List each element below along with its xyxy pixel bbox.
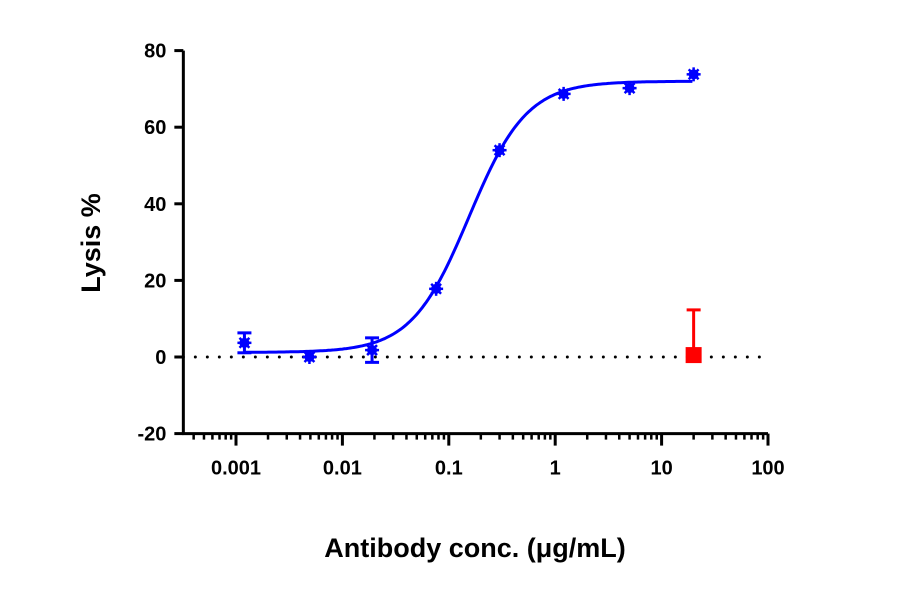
data-point	[686, 67, 701, 82]
axes: -20 0 20 40 60 80 0.001 0.01 0.1 1 10 100	[137, 41, 784, 480]
y-axis-label: Lysis %	[76, 193, 106, 293]
data-point	[556, 86, 571, 101]
y-tick-label: -20	[137, 424, 166, 446]
data-points	[237, 67, 702, 364]
y-tick-label: 80	[144, 41, 166, 63]
data-point	[365, 336, 380, 364]
y-tick-label: 20	[144, 270, 166, 292]
star-spoke	[238, 336, 251, 349]
x-axis-label: Antibody conc. (μg/mL)	[324, 533, 626, 563]
x-tick-label: 100	[751, 458, 784, 480]
y-tick-label: 0	[155, 347, 166, 369]
square-marker	[685, 347, 702, 364]
x-tick-label: 0.001	[211, 458, 261, 480]
x-tick-label: 1	[550, 458, 561, 480]
fit-line	[244, 79, 693, 354]
data-point	[429, 281, 444, 296]
data-point	[302, 350, 317, 364]
data-point	[237, 331, 252, 355]
star-spoke	[557, 88, 570, 100]
star-spoke	[493, 144, 506, 157]
y-tick-label: 40	[144, 194, 166, 216]
data-point	[492, 143, 507, 158]
data-point	[685, 308, 702, 364]
x-tick-label: 0.01	[323, 458, 362, 480]
star-spoke	[303, 351, 316, 363]
star-spoke	[687, 68, 700, 81]
star-spoke	[430, 282, 442, 295]
star-spoke	[623, 82, 636, 94]
y-tick-label: 60	[144, 117, 166, 139]
data-point	[622, 81, 637, 96]
x-tick-label: 0.1	[435, 458, 463, 480]
star-spoke	[366, 344, 378, 356]
x-tick-label: 10	[650, 458, 672, 480]
fit-curve	[244, 79, 693, 354]
